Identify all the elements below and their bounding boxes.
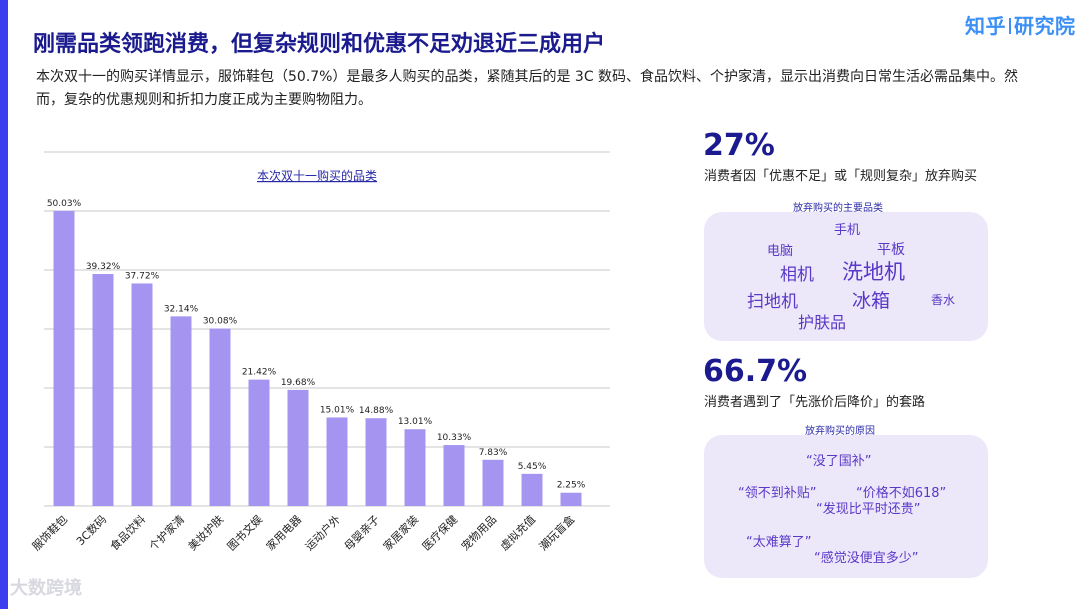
category-label: 家用电器 [263, 512, 304, 553]
cloud-word: 电脑 [767, 244, 794, 259]
bar [326, 417, 348, 506]
category-label: 运动户外 [302, 512, 343, 553]
bar [170, 316, 192, 506]
category-label: 图书文娱 [224, 512, 265, 553]
cloud-word: 护肤品 [798, 313, 847, 332]
cloud-word: 香水 [931, 293, 956, 307]
stat-first-value: 27% [703, 128, 775, 163]
category-label: 母婴亲子 [341, 512, 382, 553]
bar [443, 445, 465, 506]
bar [482, 459, 504, 506]
bar [248, 379, 270, 506]
page-subtitle: 本次双十一的购买详情显示，服饰鞋包（50.7%）是最多人购买的品类，紧随其后的是… [36, 69, 1019, 108]
brand-separator [1009, 18, 1011, 34]
category-label: 医疗保健 [419, 512, 460, 553]
reason-quote: “发现比平时还贵” [816, 502, 921, 517]
data-label: 37.72% [125, 271, 160, 281]
category-label: 美妆护肤 [185, 512, 226, 553]
bar [287, 389, 309, 506]
reason-quote: “太难算了” [746, 535, 812, 550]
data-label: 21.42% [242, 368, 277, 378]
bar [53, 210, 75, 506]
category-label: 宠物用品 [458, 512, 499, 553]
data-label: 7.83% [479, 448, 508, 458]
brand-left: 知乎 [965, 14, 1006, 38]
reason-quote: “价格不如618” [856, 486, 947, 501]
bar [209, 328, 231, 506]
reason-quote: “没了国补” [806, 454, 872, 469]
data-label: 2.25% [557, 481, 586, 491]
page-title: 刚需品类领跑消费，但复杂规则和优惠不足劝退近三成用户 [33, 32, 606, 57]
data-label: 13.01% [398, 417, 433, 427]
category-label: 潮玩盲盒 [536, 512, 577, 553]
panel-second-title[interactable]: 放弃购买的原因 [805, 426, 875, 437]
bar [92, 274, 114, 506]
chart-title: 本次双十一购买的品类 [257, 168, 377, 183]
cloud-word: 平板 [877, 242, 905, 258]
bar [560, 492, 582, 506]
data-label: 32.14% [164, 304, 199, 314]
accent-bar [0, 0, 8, 609]
reason-quote: “感觉没便宜多少” [814, 551, 919, 566]
data-label: 10.33% [437, 433, 472, 443]
data-label: 50.03% [47, 199, 82, 209]
category-label: 虚拟充值 [497, 512, 538, 553]
data-label: 5.45% [518, 462, 547, 472]
bar-chart-svg: 本次双十一购买的品类 50.03% 服饰鞋包 39.32% 3C数码 37.72% 食品饮料… [29, 151, 610, 553]
category-label: 食品饮料 [107, 512, 148, 553]
brand-logo: 知乎 研究院 [965, 10, 1076, 39]
cloud-word: 冰箱 [852, 290, 891, 312]
category-label: 家居家装 [380, 512, 421, 553]
category-word-cloud: 手机 电脑 平板 相机 洗地机 扫地机 冰箱 香水 护肤品 [704, 212, 988, 341]
stat-second-value: 66.7% [703, 354, 808, 389]
data-label: 39.32% [86, 262, 121, 272]
reasons-panel: “没了国补” “领不到补贴” “价格不如618” “发现比平时还贵” “太难算了… [704, 435, 988, 578]
panel-first-title[interactable]: 放弃购买的主要品类 [793, 203, 883, 214]
cloud-word: 相机 [780, 265, 814, 285]
cloud-word: 手机 [834, 223, 861, 238]
stat-first-desc: 消费者因「优惠不足」或「规则复杂」放弃购买 [704, 169, 978, 184]
footer-logo-text: 大数跨境 [10, 578, 82, 599]
data-label: 15.01% [320, 405, 355, 415]
category-label: 服饰鞋包 [29, 512, 70, 553]
category-label: 个护家清 [146, 512, 187, 553]
cloud-word: 扫地机 [747, 292, 798, 312]
data-label: 19.68% [281, 378, 316, 388]
stat-second-desc: 消费者遇到了「先涨价后降价」的套路 [704, 395, 926, 410]
category-label: 3C数码 [74, 513, 109, 548]
bar [404, 429, 426, 506]
bar [131, 283, 153, 506]
bar-chart: 本次双十一购买的品类 50.03% 服饰鞋包 39.32% 3C数码 37.72% 食品饮料… [0, 140, 640, 609]
bar [365, 418, 387, 506]
brand-right: 研究院 [1014, 14, 1076, 38]
bar [521, 473, 543, 506]
footer-logo: 大数跨境 [10, 574, 82, 600]
data-label: 30.08% [203, 317, 238, 327]
cloud-word: 洗地机 [842, 260, 905, 284]
data-label: 14.88% [359, 406, 394, 416]
reason-quote: “领不到补贴” [738, 486, 817, 501]
